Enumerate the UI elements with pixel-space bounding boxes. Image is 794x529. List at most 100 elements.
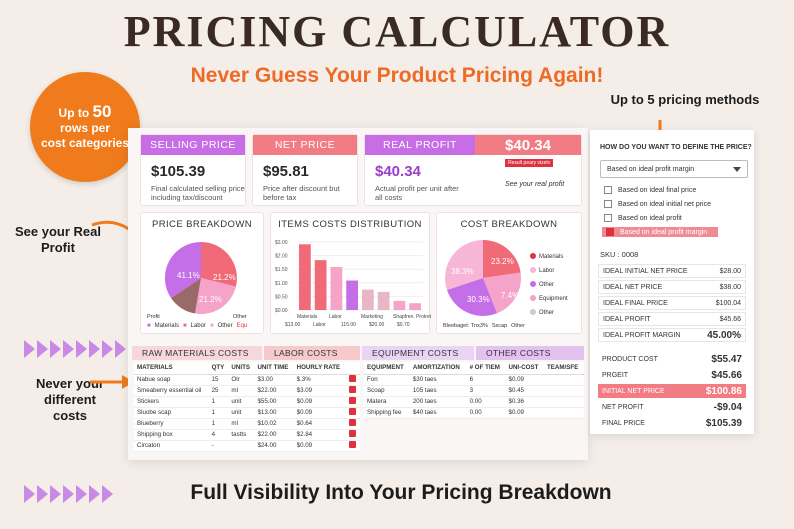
table-cell[interactable]: $24.00: [254, 440, 294, 452]
tab-equipment[interactable]: EQUIPMENT COSTS: [362, 346, 474, 360]
table-cell[interactable]: $0.09: [293, 407, 347, 419]
ideal-row: IDEAL PROFIT MARGIN 45.00%: [598, 328, 746, 342]
table-cell[interactable]: Olr: [228, 374, 255, 386]
table-cell[interactable]: ml: [228, 418, 255, 430]
table-cell[interactable]: unit: [228, 407, 255, 419]
table-cell[interactable]: Shipping box: [134, 429, 209, 441]
table-cell[interactable]: 0.00: [466, 407, 506, 419]
table-cell[interactable]: [228, 440, 255, 452]
kpi-selling-label: SELLING PRICE: [141, 135, 245, 155]
table-cell[interactable]: $0.09: [293, 440, 347, 452]
table-cell[interactable]: 200 taes: [409, 396, 467, 408]
table-cell[interactable]: Stickers: [134, 396, 209, 408]
table-cell[interactable]: $0.09: [505, 374, 544, 386]
table-cell[interactable]: $30 taes: [409, 374, 467, 386]
table-cell[interactable]: $0.09: [293, 396, 347, 408]
table-cell[interactable]: Scoap: [364, 385, 410, 397]
table-cell[interactable]: 4: [208, 429, 229, 441]
table-cell[interactable]: Fon: [364, 374, 410, 386]
table-cell[interactable]: 6: [466, 374, 506, 386]
table-cell[interactable]: 1: [208, 407, 229, 419]
table-cell[interactable]: [543, 374, 584, 386]
table-cell[interactable]: 15: [208, 374, 229, 386]
table-cell[interactable]: $13.00: [254, 407, 294, 419]
tab-raw-materials[interactable]: RAW MATERIALS COSTS: [132, 346, 262, 360]
table-cell[interactable]: unit: [228, 396, 255, 408]
table-cell[interactable]: $0.45: [505, 385, 544, 397]
equipment-header: TEAM/SFE: [543, 362, 584, 375]
raw-header: UNIT TIME: [254, 362, 294, 375]
table-cell[interactable]: $10.02: [254, 418, 294, 430]
checkbox-checked-icon: [349, 419, 357, 426]
table-cell[interactable]: [543, 385, 584, 397]
cost-breakdown-card: COST BREAKDOWN 23.2% 38.3% 30.3% 7.4% Ma…: [436, 212, 582, 334]
option-profit[interactable]: Based on ideal profit: [604, 214, 682, 222]
equipment-header: UNI-COST: [505, 362, 544, 375]
option-label: Based on ideal initial net price: [618, 200, 712, 208]
option-final-price[interactable]: Based on ideal final price: [604, 186, 696, 194]
table-cell[interactable]: 3: [466, 385, 506, 397]
tab-labor[interactable]: LABOR COSTS: [264, 346, 360, 360]
table-cell[interactable]: 105 taes: [409, 385, 467, 397]
table-cell[interactable]: $22.00: [254, 429, 294, 441]
table-cell[interactable]: $0.09: [505, 407, 544, 419]
cost-breakdown-pie: 23.2% 38.3% 30.3% 7.4% Materials Labor O…: [445, 240, 568, 316]
table-cell[interactable]: Matera: [364, 396, 410, 408]
table-cell[interactable]: [543, 407, 584, 419]
option-label: Based on ideal final price: [618, 186, 697, 194]
table-cell[interactable]: $0.36: [505, 396, 544, 408]
chevrons-top-icon: [24, 340, 128, 358]
row-checkbox[interactable]: [346, 429, 360, 441]
row-checkbox[interactable]: [346, 440, 360, 452]
table-cell[interactable]: Blueberry: [134, 418, 209, 430]
table-cell[interactable]: 1: [208, 396, 229, 408]
table-cell[interactable]: 0.00: [466, 396, 506, 408]
callout-real-profit: See your Real Profit: [15, 224, 101, 255]
table-cell[interactable]: $2.84: [293, 429, 347, 441]
table-cell[interactable]: $3.00: [254, 374, 294, 386]
sku-label: SKU : 0008: [600, 250, 639, 259]
table-cell[interactable]: ml: [228, 385, 255, 397]
table-cell[interactable]: $.3%: [293, 374, 347, 386]
y-tick-label: $1.00: [275, 281, 288, 287]
callout-methods: Up to 5 pricing methods: [610, 92, 760, 107]
table-cell[interactable]: Shipping fee: [364, 407, 410, 419]
table-cell[interactable]: $40 taes: [409, 407, 467, 419]
summary-label: INITIAL NET PRICE: [602, 387, 665, 395]
table-cell[interactable]: Circaton: [134, 440, 209, 452]
table-cell[interactable]: 25: [208, 385, 229, 397]
table-cell[interactable]: 1: [208, 418, 229, 430]
ideal-value: 45.00%: [707, 329, 741, 341]
table-cell[interactable]: Sluobe scap: [134, 407, 209, 419]
summary-row: PRGEIT $45.66: [598, 368, 746, 382]
table-cell[interactable]: $0.64: [293, 418, 347, 430]
table-cell[interactable]: $3.09: [293, 385, 347, 397]
equipment-header: AMORTIZATION: [409, 362, 467, 375]
table-cell[interactable]: tastts: [228, 429, 255, 441]
table-cell[interactable]: Smeaberry essential oil: [134, 385, 209, 397]
table-cell[interactable]: $55.00: [254, 396, 294, 408]
table-cell[interactable]: [543, 396, 584, 408]
option-profit-margin[interactable]: Based on ideal profit margin: [602, 227, 718, 237]
summary-label: PRGEIT: [602, 371, 629, 379]
pie-slice-other: [195, 278, 236, 314]
table-cell[interactable]: $22.00: [254, 385, 294, 397]
row-checkbox[interactable]: [346, 407, 360, 419]
badge-line3: cost categories: [40, 135, 130, 150]
row-checkbox[interactable]: [346, 374, 360, 386]
table-cell[interactable]: -: [208, 440, 229, 452]
row-checkbox[interactable]: [346, 418, 360, 430]
row-checkbox[interactable]: [346, 396, 360, 408]
x-tick-label: Labor: [329, 314, 342, 320]
pricing-method-select[interactable]: Based on ideal profit margin: [600, 160, 748, 178]
ideal-label: IDEAL PROFIT: [603, 315, 651, 323]
items-costs-title: ITEMS COSTS DISTRIBUTION: [278, 219, 422, 230]
option-initial-net[interactable]: Based on ideal initial net price: [604, 200, 711, 208]
kpi-profit-value: $40.34: [375, 163, 421, 180]
kpi-selling-value: $105.39: [151, 163, 206, 180]
row-checkbox[interactable]: [346, 385, 360, 397]
y-tick-label: $3.00: [275, 240, 288, 246]
table-cell[interactable]: Nabue soap: [134, 374, 209, 386]
tab-other[interactable]: OTHER COSTS: [476, 346, 584, 360]
kpi-profit-note: Result peary vizetv: [505, 159, 554, 167]
